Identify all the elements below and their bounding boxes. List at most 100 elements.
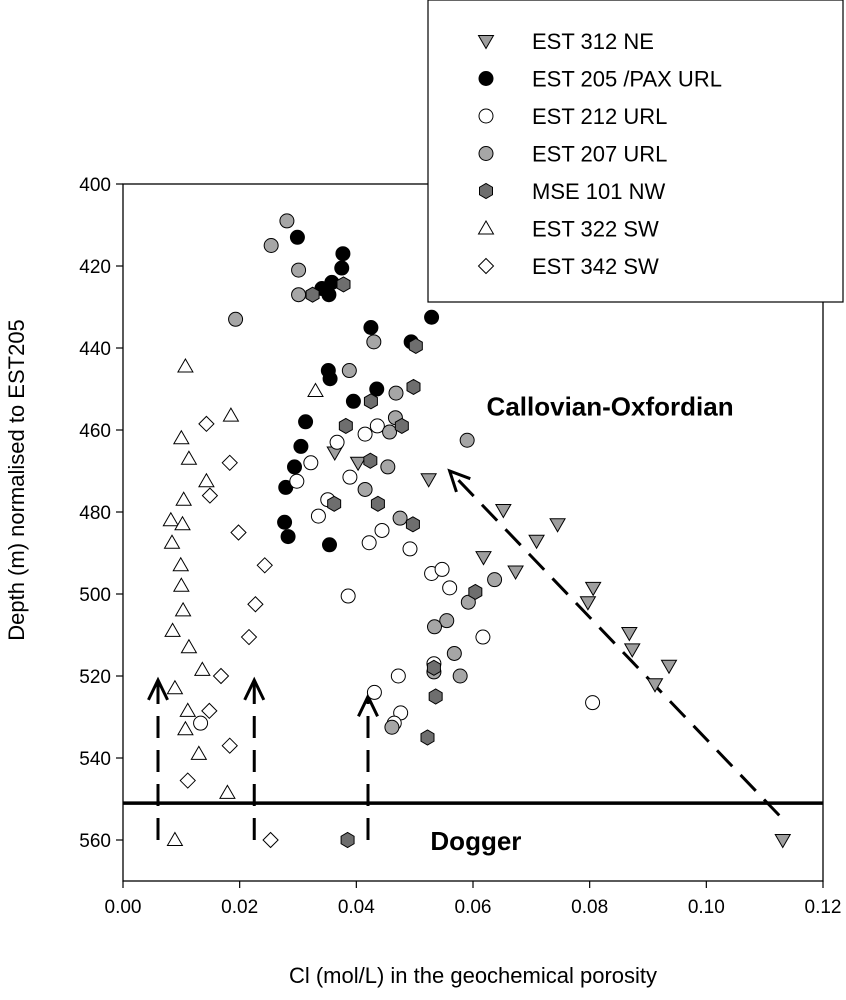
x-tick-label: 0.12 bbox=[805, 897, 842, 918]
data-point-est-322-sw bbox=[172, 556, 190, 572]
data-point-est-205-pax-url bbox=[424, 309, 440, 325]
series-est-207-url bbox=[228, 213, 503, 735]
data-point-est-207-url bbox=[392, 510, 408, 526]
series-est-342-sw bbox=[179, 415, 279, 849]
data-point-est-312-ne bbox=[660, 659, 678, 675]
x-tick-label: 0.06 bbox=[455, 897, 492, 918]
data-point-est-322-sw bbox=[179, 702, 197, 717]
data-point-mse-101-nw bbox=[426, 659, 441, 676]
data-point-est-207-url bbox=[341, 363, 357, 379]
x-axis-title: Cl (mol/L) in the geochemical porosity bbox=[289, 963, 657, 988]
data-point-est-342-sw bbox=[221, 454, 238, 472]
y-tick-label: 560 bbox=[79, 831, 111, 852]
legend-marker-est-312-ne bbox=[477, 35, 495, 50]
axes-layer: 0.00 0.02 0.04 0.06 0.08 0.10 0.12 400 420 440 460… bbox=[79, 175, 841, 918]
data-point-est-312-ne bbox=[349, 456, 367, 472]
data-point-est-207-url bbox=[427, 619, 442, 635]
y-tick-label: 500 bbox=[79, 585, 111, 606]
data-point-est-322-sw bbox=[198, 472, 215, 488]
data-point-est-312-ne bbox=[579, 596, 597, 611]
data-point-est-312-ne bbox=[420, 473, 438, 488]
data-point-est-207-url bbox=[357, 481, 373, 497]
legend-label-est-207-url: EST 207 URL bbox=[532, 142, 667, 167]
data-point-est-212-url bbox=[193, 715, 209, 731]
data-point-est-212-url bbox=[361, 535, 377, 551]
data-point-est-312-ne bbox=[494, 503, 512, 519]
data-point-mse-101-nw bbox=[305, 286, 320, 303]
data-point-est-207-url bbox=[452, 668, 468, 684]
data-point-est-322-sw bbox=[172, 577, 190, 592]
data-point-est-207-url bbox=[380, 459, 396, 475]
x-tick-label: 0.04 bbox=[338, 897, 375, 918]
data-point-est-207-url bbox=[291, 262, 307, 278]
data-point-est-312-ne bbox=[549, 518, 566, 533]
data-point-est-322-sw bbox=[166, 679, 184, 695]
data-point-est-207-url bbox=[446, 645, 462, 661]
y-tick-label: 480 bbox=[79, 503, 111, 524]
data-point-est-312-ne bbox=[507, 565, 524, 580]
data-point-est-212-url bbox=[434, 561, 450, 577]
data-point-est-312-ne bbox=[475, 551, 492, 566]
data-point-est-322-sw bbox=[177, 357, 194, 373]
data-point-est-322-sw bbox=[307, 382, 324, 398]
series-est-205-pax-url bbox=[277, 229, 440, 553]
legend-label-est-205-pax-url: EST 205 /PAX URL bbox=[532, 67, 722, 92]
series-mse-101-nw bbox=[305, 276, 483, 849]
data-point-est-342-sw bbox=[262, 831, 279, 849]
data-point-est-207-url bbox=[263, 238, 279, 253]
x-tick-label: 0.10 bbox=[688, 897, 725, 918]
data-point-est-205-pax-url bbox=[280, 529, 296, 545]
data-point-mse-101-nw bbox=[468, 583, 483, 601]
data-point-est-342-sw bbox=[198, 415, 215, 433]
legend-marker-est-205-pax-url bbox=[478, 71, 494, 86]
data-point-mse-101-nw bbox=[327, 495, 342, 512]
data-point-est-212-url bbox=[303, 455, 319, 471]
data-point-est-207-url bbox=[439, 613, 455, 629]
data-point-est-205-pax-url bbox=[277, 514, 293, 530]
data-point-est-322-sw bbox=[175, 491, 193, 506]
data-point-mse-101-nw bbox=[340, 831, 355, 849]
data-point-est-342-sw bbox=[230, 524, 247, 541]
data-point-est-342-sw bbox=[247, 596, 264, 613]
y-tick-label: 440 bbox=[79, 339, 111, 360]
series-est-322-sw bbox=[162, 357, 324, 846]
legend-label-mse-101-nw: MSE 101 NW bbox=[532, 179, 665, 204]
data-point-est-322-sw bbox=[164, 622, 181, 637]
data-point-est-212-url bbox=[366, 684, 382, 700]
data-point-est-322-sw bbox=[162, 511, 180, 527]
data-point-est-322-sw bbox=[222, 407, 240, 422]
data-point-est-205-pax-url bbox=[287, 459, 302, 475]
y-tick-label: 400 bbox=[79, 175, 111, 196]
data-point-est-212-url bbox=[390, 668, 406, 684]
y-tick-label: 540 bbox=[79, 749, 111, 770]
data-points bbox=[162, 213, 792, 849]
data-point-est-205-pax-url bbox=[322, 371, 338, 387]
data-point-mse-101-nw bbox=[420, 729, 435, 746]
data-point-est-322-sw bbox=[177, 720, 194, 736]
data-point-mse-101-nw bbox=[336, 276, 351, 293]
trend-arrow-head bbox=[357, 693, 379, 717]
data-point-est-207-url bbox=[228, 311, 244, 327]
data-point-mse-101-nw bbox=[338, 417, 353, 434]
data-point-est-322-sw bbox=[193, 661, 211, 676]
data-point-est-212-url bbox=[585, 695, 601, 711]
data-point-est-205-pax-url bbox=[345, 393, 361, 409]
data-point-mse-101-nw bbox=[363, 393, 378, 410]
data-point-est-342-sw bbox=[256, 557, 273, 574]
data-point-est-207-url bbox=[459, 432, 475, 448]
x-tick-label: 0.00 bbox=[105, 897, 142, 918]
data-point-est-205-pax-url bbox=[321, 287, 337, 303]
data-point-est-205-pax-url bbox=[363, 320, 379, 335]
reference-layer bbox=[123, 468, 823, 840]
legend-marker-est-207-url bbox=[478, 146, 494, 161]
data-point-est-322-sw bbox=[172, 429, 190, 445]
data-point-est-322-sw bbox=[180, 638, 198, 654]
legend-label-est-312-ne: EST 312 NE bbox=[532, 29, 654, 54]
data-point-est-312-ne bbox=[646, 678, 664, 693]
data-point-est-322-sw bbox=[190, 745, 208, 760]
data-point-est-212-url bbox=[475, 629, 491, 645]
data-point-est-205-pax-url bbox=[335, 246, 351, 262]
legend-marker-mse-101-nw bbox=[479, 182, 493, 200]
data-point-est-212-url bbox=[342, 469, 358, 485]
